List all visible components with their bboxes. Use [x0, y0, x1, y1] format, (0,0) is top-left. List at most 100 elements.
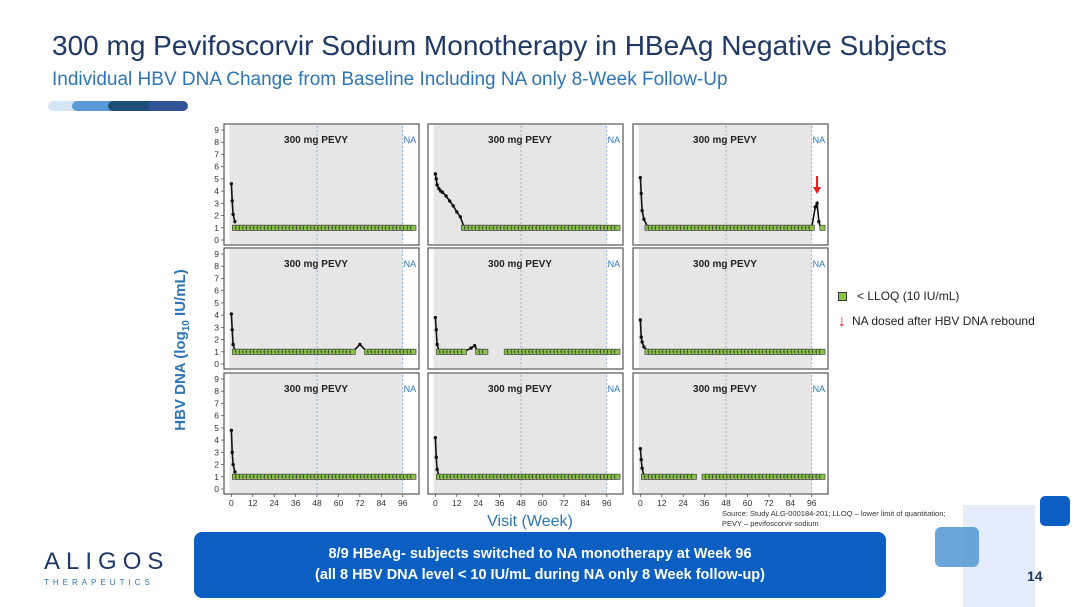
hbv-dna-line [434, 317, 440, 351]
hbv-dna-line [230, 183, 236, 222]
y-tick-label: 1 [214, 472, 219, 482]
detected-point [229, 428, 234, 433]
x-tick-label: 96 [398, 498, 408, 508]
callout-line-1: 8/9 HBeAg- subjects switched to NA monot… [328, 546, 752, 562]
treatment-shade [638, 374, 812, 493]
rebound-point [358, 342, 362, 347]
y-tick-label: 2 [214, 335, 219, 345]
x-tick-label: 84 [377, 498, 387, 508]
lloq-marker [461, 348, 467, 355]
panel-subject-4: 300 mg PEVY NA 0 1 2 3 4 5 6 7 8 9 [214, 247, 420, 370]
panel-subject-5: 300 mg PEVY NA [427, 247, 624, 370]
x-tick-label: 0 [229, 498, 234, 508]
detected-point [455, 210, 459, 214]
red-down-arrow-icon: ↓ [838, 312, 846, 330]
accent-bar [108, 101, 158, 111]
lloq-marker [691, 473, 697, 480]
detected-point [437, 186, 441, 191]
source-note-line-1: Source: Study ALG-000184-201; LLOQ – low… [722, 509, 946, 518]
detected-point [447, 199, 452, 203]
detected-point [230, 450, 234, 455]
callout-line-2: (all 8 HBV DNA level < 10 IU/mL during N… [315, 567, 765, 583]
detected-point [640, 466, 644, 470]
detected-point [444, 194, 448, 198]
x-axis-label: Visit (Week) [487, 513, 573, 530]
y-tick-label: 1 [214, 347, 219, 357]
y-tick-label: 0 [214, 235, 219, 245]
x-tick-label: 0 [638, 498, 643, 508]
x-tick-label: 72 [764, 498, 774, 508]
lloq-marker [482, 348, 489, 355]
detected-point [229, 182, 234, 186]
accent-bar [148, 101, 188, 111]
detected-point [638, 318, 643, 322]
lloq-marker [410, 473, 417, 480]
source-note-line-2: PEVY – pevifoscorvir sodium [722, 519, 819, 528]
detected-point [640, 340, 644, 344]
y-tick-label: 7 [214, 398, 219, 408]
legend-na-label: NA dosed after HBV DNA rebound [852, 314, 1035, 328]
detected-point [231, 212, 235, 217]
x-tick-label: 24 [473, 498, 483, 508]
x-tick-label: 48 [516, 498, 526, 508]
x-tick-label: 48 [721, 498, 731, 508]
x-tick-label: 72 [559, 498, 569, 508]
decorative-block [935, 527, 979, 567]
panel-subject-2: 300 mg PEVY NA [427, 123, 624, 246]
rebound-point [472, 343, 477, 348]
y-tick-label: 5 [214, 423, 219, 433]
phase-label: 300 mg PEVY [284, 259, 348, 270]
y-tick-label: 8 [214, 386, 219, 396]
detected-point [231, 342, 235, 347]
detected-point [451, 204, 455, 208]
y-tick-label: 9 [214, 125, 219, 135]
x-tick-label: 84 [581, 498, 591, 508]
detected-point [434, 177, 438, 181]
detected-point [433, 435, 438, 440]
legend-lloq-label: < LLOQ (10 IU/mL) [857, 289, 960, 303]
na-label: NA [608, 135, 621, 145]
lloq-marker [410, 224, 417, 231]
rebound-point [813, 205, 817, 209]
na-label: NA [608, 259, 621, 269]
na-label: NA [813, 135, 826, 145]
y-tick-label: 3 [214, 322, 219, 332]
na-label: NA [404, 259, 417, 269]
x-tick-label: 72 [355, 498, 365, 508]
detected-point [642, 217, 646, 221]
rebound-line [463, 344, 479, 353]
lloq-marker [819, 473, 826, 480]
y-tick-label: 5 [214, 174, 219, 184]
hbv-dna-line [639, 448, 645, 476]
detected-point [642, 345, 646, 349]
detected-point [435, 183, 439, 187]
y-tick-label: 9 [214, 374, 219, 384]
x-tick-label: 96 [602, 498, 612, 508]
company-logo: ALIGOS THERAPEUTICS [44, 548, 169, 587]
panel-subject-6: 300 mg PEVY NA [632, 247, 829, 370]
hbv-dna-line [434, 437, 440, 476]
x-tick-label: 24 [269, 498, 279, 508]
detected-point [233, 219, 237, 224]
source-note: Source: Study ALG-000184-201; LLOQ – low… [722, 509, 972, 529]
logo-tagline: THERAPEUTICS [44, 578, 154, 587]
y-tick-label: 6 [214, 286, 219, 296]
y-tick-label: 7 [214, 273, 219, 283]
treatment-shade [638, 249, 812, 368]
x-tick-label: 96 [807, 498, 817, 508]
lloq-marker [614, 473, 621, 480]
detected-point [229, 312, 234, 316]
y-tick-label: 0 [214, 359, 219, 369]
lloq-square-icon [838, 292, 847, 302]
legend-na-dosed: ↓ NA dosed after HBV DNA rebound [838, 312, 1035, 330]
panel-subject-9: 300 mg PEVY NA 0 12 24 36 48 60 72 84 96 [632, 372, 829, 508]
y-tick-label: 3 [214, 447, 219, 457]
panel-subject-8: 300 mg PEVY NA 0 12 24 36 48 60 72 84 96 [427, 372, 624, 508]
na-label: NA [404, 135, 417, 145]
treatment-shade [638, 125, 812, 244]
x-tick-label: 60 [743, 498, 753, 508]
detected-point [233, 470, 237, 474]
x-tick-label: 36 [291, 498, 301, 508]
rebound-point [815, 201, 819, 206]
x-tick-label: 48 [312, 498, 322, 508]
